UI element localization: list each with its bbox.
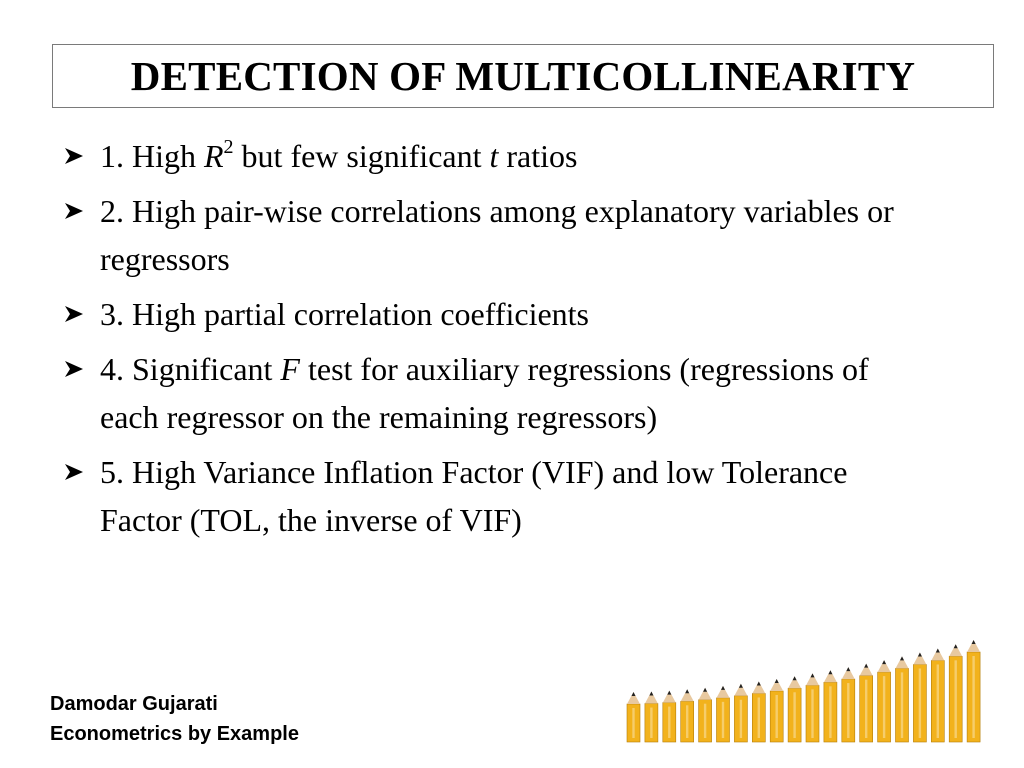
pencil-lead — [882, 660, 887, 665]
pencil-tip — [841, 667, 855, 680]
pencil-body — [769, 690, 784, 743]
pencil-lead — [935, 648, 940, 653]
pencil-tip — [716, 685, 730, 698]
bullet-item-3: 3. High partial correlation coefficients — [62, 290, 922, 338]
pencil-tip — [752, 681, 766, 694]
pencil-tip — [788, 676, 802, 689]
arrow-bullet-icon — [62, 448, 100, 496]
arrow-bullet-icon — [62, 345, 100, 393]
pencil-lead — [846, 667, 851, 672]
bullet-item-1: 1. High R2 but few significant t ratios — [62, 132, 922, 180]
pencil-lead — [900, 656, 904, 661]
pencil-label — [882, 676, 886, 738]
pencil-body — [787, 687, 802, 743]
pencil-lead — [685, 689, 690, 694]
pencil-lead — [864, 663, 869, 668]
bullet-text: 1. High R2 but few significant t ratios — [100, 136, 578, 174]
pencil-body — [734, 695, 748, 743]
pencils-growth-chart-icon — [624, 626, 986, 744]
pencil-lead — [953, 644, 958, 649]
slide-title: DETECTION OF MULTICOLLINEARITY — [130, 52, 916, 99]
pencil-lead — [667, 690, 672, 695]
pencil-label — [757, 697, 760, 738]
pencil-label — [632, 708, 635, 738]
pencil-tip — [931, 648, 945, 661]
pencil-lead — [774, 678, 779, 683]
pencil-body — [859, 675, 873, 743]
pencil-tip — [823, 670, 837, 683]
pencil-tip — [734, 683, 748, 696]
pencil-lead — [738, 683, 743, 688]
pencil-tip — [877, 660, 891, 673]
pencil-tip — [770, 678, 784, 691]
arrow-bullet-icon — [62, 290, 100, 338]
pencils-graphic — [626, 640, 981, 743]
pencil-lead — [971, 640, 976, 644]
pencil-lead — [792, 676, 797, 681]
pencil-label — [918, 668, 922, 738]
pencil-label — [865, 679, 868, 738]
footer-credit: Damodar Gujarati Econometrics by Example — [50, 689, 299, 749]
bullet-text: 3. High partial correlation coefficients — [100, 296, 589, 332]
pencil-tip — [698, 687, 712, 700]
pencil-label — [900, 672, 904, 738]
pencil-body — [823, 682, 838, 743]
pencil-tip — [680, 689, 694, 702]
pencil-label — [811, 689, 814, 738]
pencil-label — [686, 705, 689, 738]
pencil-tip — [662, 690, 676, 703]
pencil-tip — [913, 652, 927, 665]
bullet-text: 4. Significant F test for auxiliary regr… — [100, 351, 869, 435]
pencil-label — [668, 706, 671, 738]
pencil-tip — [806, 673, 819, 686]
pencil-label — [721, 701, 725, 738]
pencil-lead — [631, 692, 636, 696]
pencil-label — [847, 683, 850, 738]
pencil-lead — [756, 681, 761, 686]
bullet-item-4: 4. Significant F test for auxiliary regr… — [62, 345, 922, 441]
pencil-body — [948, 656, 963, 743]
pencil-label — [936, 664, 939, 738]
pencil-body — [644, 703, 659, 743]
pencil-lead — [649, 691, 654, 696]
pencil-tip — [859, 663, 873, 676]
pencil-lead — [828, 670, 833, 675]
pencil-tip — [895, 656, 909, 669]
bullet-text: 2. High pair-wise correlations among exp… — [100, 193, 894, 277]
pencil-label — [703, 703, 707, 738]
pencil-label — [739, 699, 743, 738]
bullet-list: 1. High R2 but few significant t ratios … — [62, 132, 922, 551]
pencil-label — [829, 686, 832, 738]
pencil-body — [841, 678, 856, 743]
pencil-label — [972, 656, 975, 738]
pencil-lead — [810, 673, 815, 678]
pencil-tip — [967, 640, 981, 652]
pencil-label — [650, 707, 653, 738]
bullet-item-5: 5. High Variance Inflation Factor (VIF) … — [62, 448, 922, 544]
pencil-tip — [627, 692, 640, 704]
arrow-bullet-icon — [62, 132, 100, 180]
pencil-label — [954, 660, 957, 738]
footer-book-title: Econometrics by Example — [50, 723, 299, 745]
arrow-bullet-icon — [62, 187, 100, 235]
bullet-item-2: 2. High pair-wise correlations among exp… — [62, 187, 922, 283]
pencil-tip — [644, 691, 658, 704]
pencil-tip — [949, 644, 963, 657]
pencil-label — [775, 694, 778, 738]
pencil-lead — [917, 652, 922, 657]
pencil-lead — [703, 687, 708, 692]
bullet-text: 5. High Variance Inflation Factor (VIF) … — [100, 454, 848, 538]
footer-author: Damodar Gujarati — [50, 693, 218, 715]
pencil-label — [793, 692, 796, 738]
title-box: DETECTION OF MULTICOLLINEARITY — [52, 44, 994, 108]
pencil-lead — [721, 685, 725, 690]
